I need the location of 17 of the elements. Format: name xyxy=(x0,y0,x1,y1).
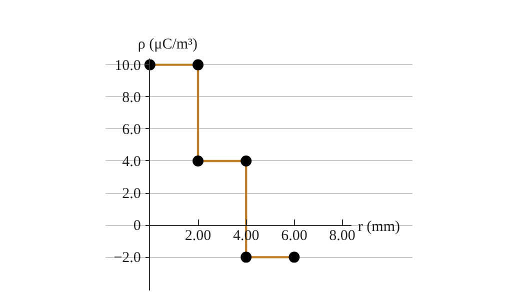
y-tick-label: 0 xyxy=(133,218,141,234)
x-tick-label: 6.00 xyxy=(281,228,308,244)
point xyxy=(288,252,300,263)
y-tick-label: 6.0 xyxy=(122,122,141,138)
y-tick-label: 2.0 xyxy=(122,186,141,202)
x-tick-label: 2.00 xyxy=(184,228,212,244)
x-axis-title: r (mm) xyxy=(358,219,400,236)
y-tick-label: 10.0 xyxy=(114,58,141,74)
y-tick-label: −2.0 xyxy=(114,250,141,266)
point xyxy=(192,59,204,70)
point xyxy=(240,156,252,166)
point xyxy=(192,156,204,166)
y-tick-label: 4.0 xyxy=(122,154,141,170)
y-axis-title: ρ (μC/m³) xyxy=(138,36,198,52)
point xyxy=(240,252,252,263)
y-tick-label: 8.0 xyxy=(122,90,141,106)
x-tick-label: 8.00 xyxy=(329,228,356,244)
